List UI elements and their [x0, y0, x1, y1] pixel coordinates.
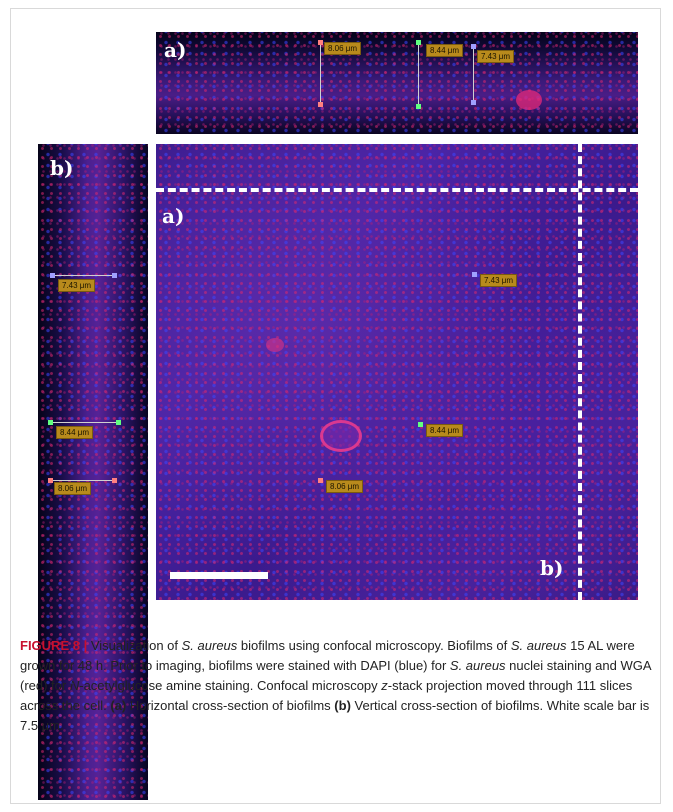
measure-endpoint: [116, 420, 121, 425]
measurement-label: 8.06 μm: [324, 42, 362, 55]
caption-text: -stack projection moved through 111 slic…: [20, 678, 633, 713]
caption-italic: S. aureus: [510, 638, 567, 653]
measure-endpoint: [48, 420, 53, 425]
measure-endpoint: [471, 44, 476, 49]
caption-text: biofilms using confocal microscopy. Biof…: [237, 638, 511, 653]
caption-bold: (a): [110, 698, 127, 713]
measurement-label: 8.06 μm: [54, 482, 92, 495]
measurement-label: 8.44 μm: [56, 426, 94, 439]
horizontal-section-line: [156, 188, 638, 192]
measure-line: [50, 422, 118, 423]
measure-endpoint: [112, 478, 117, 483]
measurement-label: 7.43 μm: [477, 50, 515, 63]
scale-bar: [170, 572, 268, 579]
cell-cluster: [320, 420, 362, 452]
measure-line: [50, 480, 114, 481]
image-texture: [156, 144, 638, 600]
caption-italic: N: [69, 678, 80, 693]
side-cross-section-image: b) 7.43 μm 8.44 μm 8.06 μm: [38, 144, 148, 800]
caption-bold: (b): [334, 698, 351, 713]
measure-line: [418, 42, 419, 106]
measure-point: [318, 478, 323, 483]
caption-text: 15 AL were grown for 48 h. Prior to imag…: [20, 638, 635, 673]
measure-line: [52, 275, 114, 276]
measure-endpoint: [318, 40, 323, 45]
measurement-label: 8.06 μm: [326, 480, 364, 493]
caption-text: Vertical cross-section of biofilms. Whit…: [20, 698, 650, 733]
measure-endpoint: [416, 104, 421, 109]
main-confocal-image: a) b) 7.43 μm 8.44 μm 8.06 μm: [156, 144, 638, 600]
cell-cluster: [516, 90, 542, 110]
measure-line: [473, 46, 474, 102]
panel-letter-side: b): [50, 156, 74, 180]
caption-italic: S. aureus: [449, 658, 506, 673]
caption-text: Horizontal cross-section of biofilms: [126, 698, 335, 713]
measurement-label: 8.44 μm: [426, 44, 464, 57]
measure-line: [320, 42, 321, 104]
image-texture: [156, 32, 638, 134]
top-cross-section-image: a) 8.06 μm 8.44 μm 7.43 μm: [156, 32, 638, 134]
measure-endpoint: [318, 102, 323, 107]
figure-label: FIGURE 8 |: [20, 638, 88, 653]
measure-point: [472, 272, 477, 277]
measurement-label: 7.43 μm: [480, 274, 518, 287]
measurement-label: 7.43 μm: [58, 279, 96, 292]
measure-endpoint: [112, 273, 117, 278]
panel-letter-main-b: b): [540, 556, 564, 580]
measure-point: [418, 422, 423, 427]
caption-italic: S. aureus: [181, 638, 238, 653]
measure-endpoint: [50, 273, 55, 278]
caption-text: nuclei staining and WGA (red) for: [20, 658, 651, 693]
measure-endpoint: [416, 40, 421, 45]
measurement-label: 8.44 μm: [426, 424, 464, 437]
vertical-section-line: [578, 144, 582, 600]
panel-letter-main-a: a): [162, 204, 185, 228]
cell-cluster: [266, 338, 284, 352]
image-texture: [38, 144, 148, 800]
panel-letter-top: a): [164, 38, 187, 62]
caption-text: -acetylglucose amine staining. Confocal …: [79, 678, 382, 693]
measure-endpoint: [48, 478, 53, 483]
figure-caption: FIGURE 8 | Visualization of S. aureus bi…: [20, 636, 656, 736]
caption-italic: z: [381, 678, 388, 693]
measure-endpoint: [471, 100, 476, 105]
caption-text: Visualization of: [87, 638, 182, 653]
